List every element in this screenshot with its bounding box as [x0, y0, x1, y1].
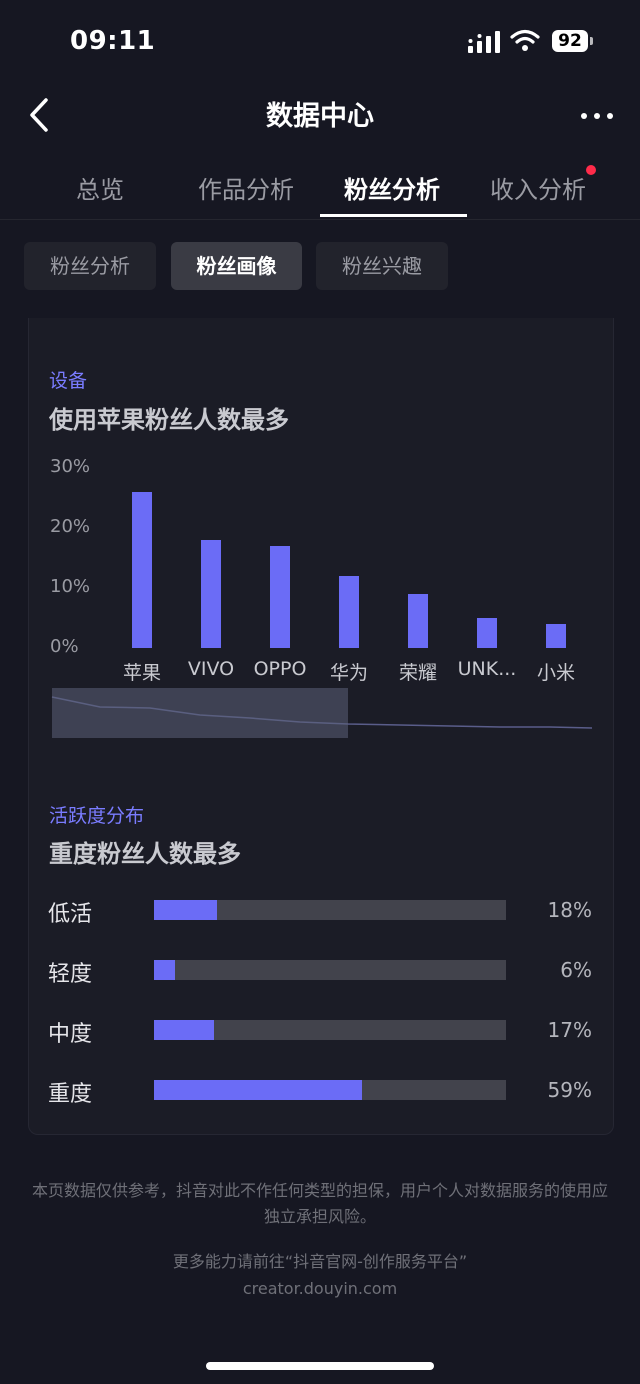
device-section-label: 设备	[49, 370, 88, 392]
x-label-huawei: 华为	[329, 662, 368, 684]
tab-income-analysis[interactable]: 收入分析	[490, 176, 586, 204]
battery-icon: 92	[552, 30, 594, 54]
activity-bar-heavy	[154, 1080, 506, 1100]
activity-bar-light	[154, 960, 506, 980]
y-tick-0: 0%	[50, 636, 79, 657]
more-options-icon[interactable]	[580, 110, 614, 122]
tabs-divider	[0, 219, 640, 220]
creator-site-link[interactable]: creator.douyin.com	[242, 1279, 398, 1298]
activity-percent-medium: 17%	[547, 1018, 592, 1042]
activity-bar-low	[154, 900, 506, 920]
subtab-fan-interests[interactable]: 粉丝兴趣	[316, 242, 448, 290]
activity-bar-fill	[154, 1080, 362, 1100]
subtab-fan-profile[interactable]: 粉丝画像	[171, 242, 302, 290]
activity-bar-medium	[154, 1020, 506, 1040]
page-title: 数据中心	[266, 101, 374, 132]
wifi-icon	[510, 29, 540, 51]
subtab-fans-analysis[interactable]: 粉丝分析	[24, 242, 156, 290]
device-section-title: 使用苹果粉丝人数最多	[49, 406, 289, 434]
activity-bar-fill	[154, 900, 218, 920]
activity-percent-heavy: 59%	[547, 1078, 592, 1102]
status-time: 09:11	[70, 26, 156, 56]
y-tick-30: 30%	[50, 456, 91, 477]
cellular-signal-icon	[468, 31, 500, 53]
x-label-xiaomi: 小米	[536, 662, 575, 684]
notification-dot	[586, 165, 596, 175]
tab-fans-analysis[interactable]: 粉丝分析	[344, 176, 440, 204]
x-label-honor: 荣耀	[398, 662, 437, 684]
activity-label-low: 低活	[48, 902, 93, 927]
activity-section-label: 活跃度分布	[49, 805, 145, 827]
x-label-oppo: OPPO	[253, 658, 307, 680]
x-label-apple: 苹果	[122, 662, 161, 684]
home-indicator	[206, 1362, 434, 1370]
activity-label-light: 轻度	[48, 962, 93, 987]
active-tab-indicator	[320, 214, 467, 217]
back-arrow-icon[interactable]	[26, 96, 56, 134]
fan-profile-card	[28, 318, 614, 1135]
x-label-unknown: UNK...	[457, 658, 517, 680]
activity-bar-fill	[154, 1020, 214, 1040]
activity-label-medium: 中度	[48, 1022, 93, 1047]
disclaimer-text: 本页数据仅供参考，抖音对此不作任何类型的担保，用户个人对数据服务的使用应独立承担…	[31, 1181, 608, 1226]
x-label-vivo: VIVO	[187, 658, 235, 680]
activity-percent-low: 18%	[547, 898, 592, 922]
activity-section-title: 重度粉丝人数最多	[49, 840, 241, 868]
tab-overview[interactable]: 总览	[76, 176, 124, 204]
more-info-text: 更多能力请前往“抖音官网-创作服务平台”	[172, 1252, 468, 1271]
battery-level: 92	[552, 30, 588, 52]
activity-bar-fill	[154, 960, 176, 980]
tab-works-analysis[interactable]: 作品分析	[198, 176, 294, 204]
y-tick-10: 10%	[50, 576, 91, 597]
activity-percent-light: 6%	[560, 958, 592, 982]
activity-label-heavy: 重度	[48, 1082, 93, 1107]
y-tick-20: 20%	[50, 516, 91, 537]
